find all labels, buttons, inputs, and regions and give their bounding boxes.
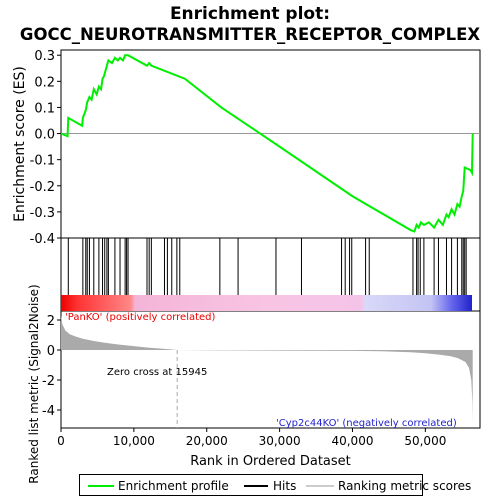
es-ytick-label: -0.3 (30, 206, 55, 221)
zero-cross-label: Zero cross at 15945 (107, 367, 207, 378)
es-ytick-label: -0.2 (30, 180, 55, 195)
heatmap-band (61, 295, 472, 311)
es-ytick-label: 0.0 (34, 128, 55, 143)
metric-ytick-label: 2 (47, 314, 55, 329)
xtick-label: 50,000 (404, 434, 446, 448)
es-ytick-label: 0.1 (34, 101, 55, 116)
legend: Enrichment profile Hits Ranking metric s… (79, 474, 471, 496)
xtick-label: 0 (57, 434, 65, 448)
legend-enrichment-swatch (88, 485, 114, 487)
xtick-label: 20,000 (186, 434, 228, 448)
es-panel-frame (60, 49, 481, 239)
chart-title-line1: Enrichment plot: (169, 4, 331, 24)
negative-label: 'Cyp2c44KO' (negatively correlated) (276, 418, 457, 429)
es-ytick-label: 0.2 (34, 75, 55, 90)
es-ytick-label: -0.1 (30, 154, 55, 169)
metric-ytick-label: -4 (42, 404, 55, 419)
es-ylabel: Enrichment score (ES) (12, 66, 28, 222)
legend-enrichment-label: Enrichment profile (118, 479, 229, 493)
es-ytick-label: -0.4 (30, 232, 55, 247)
metric-ytick-label: -2 (42, 374, 55, 389)
legend-hits-label: Hits (273, 479, 297, 493)
metric-ylabel: Ranked list metric (Signal2Noise) (27, 284, 41, 483)
legend-hits-swatch (244, 485, 268, 487)
legend-ranking-label: Ranking metric scores (338, 479, 472, 493)
legend-ranking-swatch (306, 485, 334, 487)
xtick-label: 30,000 (259, 434, 301, 448)
enrichment-line (60, 54, 474, 233)
positive-label: 'PanKO' (positively correlated) (65, 312, 216, 323)
es-ytick-label: 0.3 (34, 49, 55, 64)
metric-ytick-label: 0 (47, 344, 55, 359)
xtick-label: 40,000 (331, 434, 373, 448)
chart-title-line2: GOCC_NEUROTRANSMITTER_RECEPTOR_COMPLEX (19, 25, 481, 44)
xtick-label: 10,000 (113, 434, 155, 448)
xlabel: Rank in Ordered Dataset (190, 454, 351, 469)
